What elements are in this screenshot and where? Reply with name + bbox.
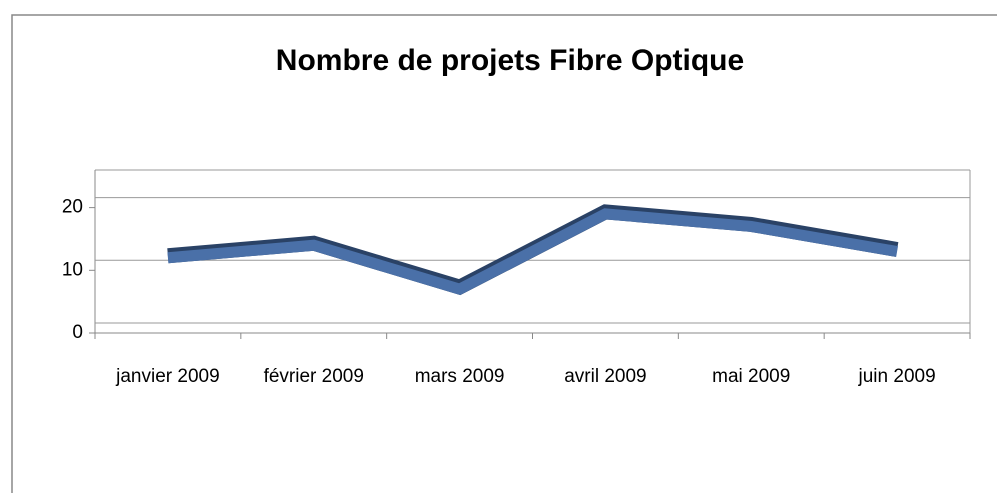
y-tick-label: 0 (72, 322, 83, 343)
x-tick-label: février 2009 (263, 366, 364, 387)
line (167, 208, 899, 296)
x-tick-label: mars 2009 (414, 366, 505, 387)
y-tick-label: 10 (62, 259, 83, 280)
x-tick-label: mai 2009 (712, 366, 791, 387)
y-tick-label: 20 (62, 197, 83, 218)
x-tick-label: juin 2009 (858, 366, 936, 387)
x-tick-label: janvier 2009 (116, 366, 220, 387)
chart-title: Nombre de projets Fibre Optique (276, 44, 744, 77)
x-tick-label: avril 2009 (564, 366, 647, 387)
chart-frame (11, 14, 997, 493)
